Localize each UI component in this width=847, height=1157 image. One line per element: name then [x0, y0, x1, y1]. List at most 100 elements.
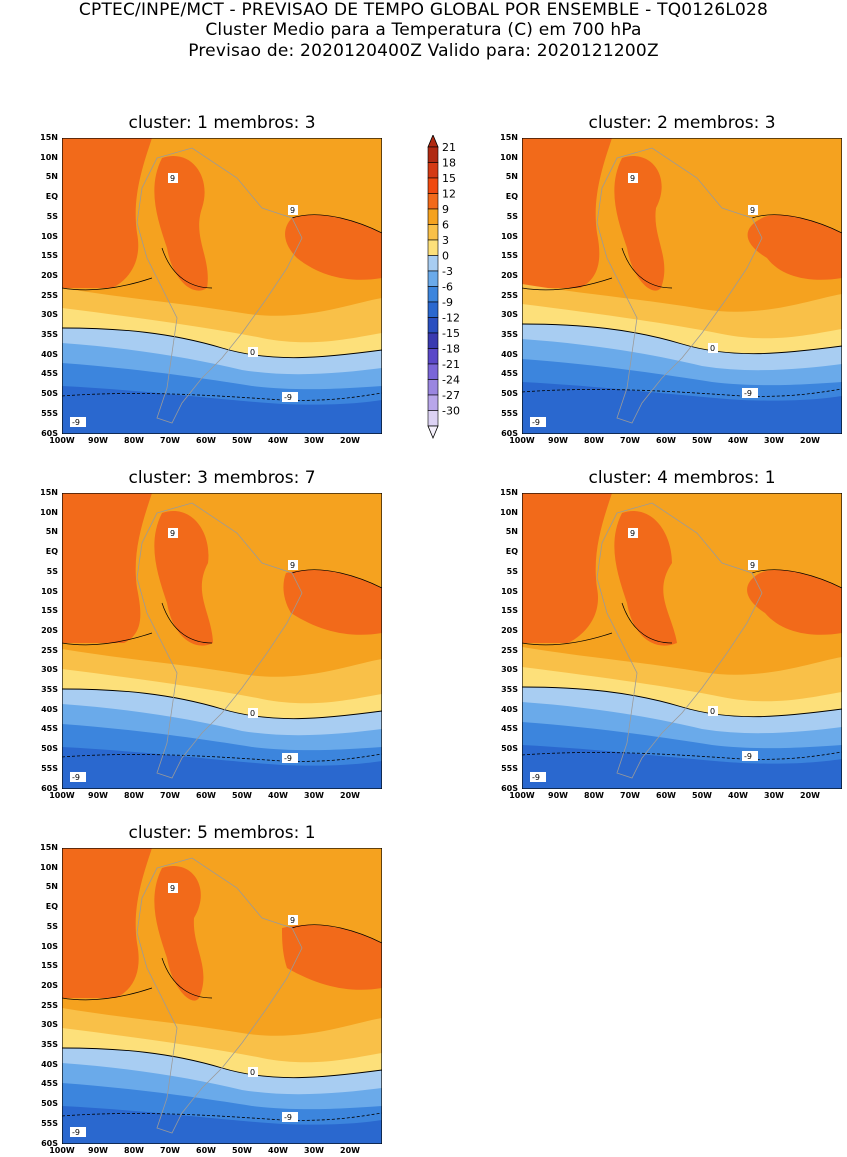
lat-label: 55S — [41, 763, 58, 773]
contour-label: -9 — [532, 418, 540, 427]
lat-label: EQ — [45, 547, 58, 557]
lat-label: 20S — [41, 270, 58, 280]
lon-label: 90W — [88, 791, 108, 800]
lat-label: 15S — [501, 606, 518, 616]
contour-zero — [62, 688, 382, 720]
contour-label-box — [288, 560, 298, 570]
lat-label: 60S — [41, 783, 58, 793]
lon-label: 40W — [268, 791, 288, 800]
warm-region-interior — [154, 511, 213, 646]
colorbar-swatch — [427, 177, 439, 194]
colorbar-swatch — [427, 410, 439, 427]
lat-label: 55S — [501, 763, 518, 773]
contour-nine — [522, 214, 842, 291]
lon-label: 30W — [304, 436, 324, 445]
contour-label: 0 — [250, 1068, 255, 1077]
contour-label: -9 — [284, 393, 292, 402]
lat-label: EQ — [505, 192, 518, 202]
colorbar-level-label: -3 — [442, 265, 453, 278]
map-panel-4: 9 9 0 -9 -9 — [522, 493, 842, 789]
contour-label-box — [288, 915, 298, 925]
map-panel-2: 9 9 0 -9 -9 — [522, 138, 842, 434]
contour-label-box — [282, 753, 298, 763]
colorbar-level-label: 9 — [442, 203, 449, 216]
contour-label: -9 — [744, 389, 752, 398]
lat-label: EQ — [45, 902, 58, 912]
contour-label: 9 — [170, 884, 175, 893]
lon-label: 80W — [124, 436, 144, 445]
lon-label: 70W — [160, 436, 180, 445]
lon-label: 80W — [584, 791, 604, 800]
contour-label-box — [70, 417, 86, 427]
lat-label: 15S — [41, 606, 58, 616]
lon-label: 50W — [232, 1146, 252, 1155]
lon-label: 50W — [232, 791, 252, 800]
colorbar-swatch — [427, 317, 439, 334]
contour-label: 9 — [630, 529, 635, 538]
lat-label: 20S — [41, 625, 58, 635]
continent-outline — [596, 147, 763, 424]
lon-label: 50W — [232, 436, 252, 445]
colorbar-swatch — [427, 255, 439, 272]
colorbar-swatch — [427, 162, 439, 179]
lat-label: 30S — [41, 665, 58, 675]
lon-label: 80W — [124, 1146, 144, 1155]
lon-label: 100W — [49, 791, 75, 800]
warm-region-atlantic — [747, 214, 842, 280]
colorbar-swatch — [427, 146, 439, 163]
contour-label-box — [530, 417, 546, 427]
lat-label: 35S — [41, 685, 58, 694]
lat-label: 5N — [505, 527, 518, 537]
contour-label-box — [168, 528, 178, 538]
warm-region-atlantic — [282, 924, 382, 990]
contour-label: -9 — [744, 752, 752, 761]
lat-label: 5S — [506, 211, 518, 221]
temp-band-minus9 — [522, 745, 842, 789]
lon-label: 50W — [692, 436, 712, 445]
lat-label: 30S — [501, 665, 518, 675]
contour-label-box — [282, 392, 298, 402]
colorbar-level-label: 3 — [442, 234, 449, 247]
lon-label: 20W — [340, 1146, 360, 1155]
colorbar-level-label: 15 — [442, 172, 456, 185]
lat-label: 55S — [501, 408, 518, 418]
contour-nine — [62, 924, 382, 1001]
colorbar-swatch — [427, 224, 439, 241]
contour-label-box — [70, 1127, 86, 1137]
panel-title-5: cluster: 5 membros: 1 — [128, 823, 316, 843]
lat-label: 45S — [41, 369, 58, 379]
contour-label: 9 — [630, 174, 635, 183]
contour-label-box — [168, 173, 178, 183]
contour-label-box — [70, 772, 86, 782]
colorbar-level-label: 0 — [442, 250, 449, 263]
colorbar-level-label: -27 — [442, 389, 460, 402]
lon-label: 20W — [800, 791, 820, 800]
colorbar-bottom-arrow — [427, 425, 439, 440]
lat-label: 5S — [506, 566, 518, 576]
lat-label: 30S — [501, 310, 518, 320]
panel-title-2: cluster: 2 membros: 3 — [588, 113, 776, 133]
contour-label-box — [248, 347, 258, 357]
contour-label-box — [248, 1067, 258, 1077]
lon-label: 100W — [509, 791, 535, 800]
lat-label: 10S — [41, 586, 58, 596]
lat-label: 50S — [41, 389, 58, 399]
lon-label: 100W — [49, 1146, 75, 1155]
lat-label: 10S — [41, 941, 58, 951]
lat-label: 35S — [501, 685, 518, 694]
lon-label: 100W — [49, 436, 75, 445]
contour-label-box — [248, 708, 258, 718]
lat-label: 25S — [41, 290, 58, 300]
panel-title-3: cluster: 3 membros: 7 — [128, 468, 316, 488]
warm-region-atlantic — [747, 569, 842, 635]
lat-label: 10N — [40, 152, 58, 162]
temp-band-minus9 — [62, 386, 382, 434]
contour-label: -9 — [72, 773, 80, 782]
contour-label-box — [708, 706, 718, 716]
lat-label: 55S — [41, 408, 58, 418]
lat-label: 50S — [501, 744, 518, 754]
lon-label: 20W — [340, 436, 360, 445]
colorbar-swatch — [427, 363, 439, 380]
contour-label: 9 — [750, 206, 755, 215]
lon-label: 30W — [764, 791, 784, 800]
